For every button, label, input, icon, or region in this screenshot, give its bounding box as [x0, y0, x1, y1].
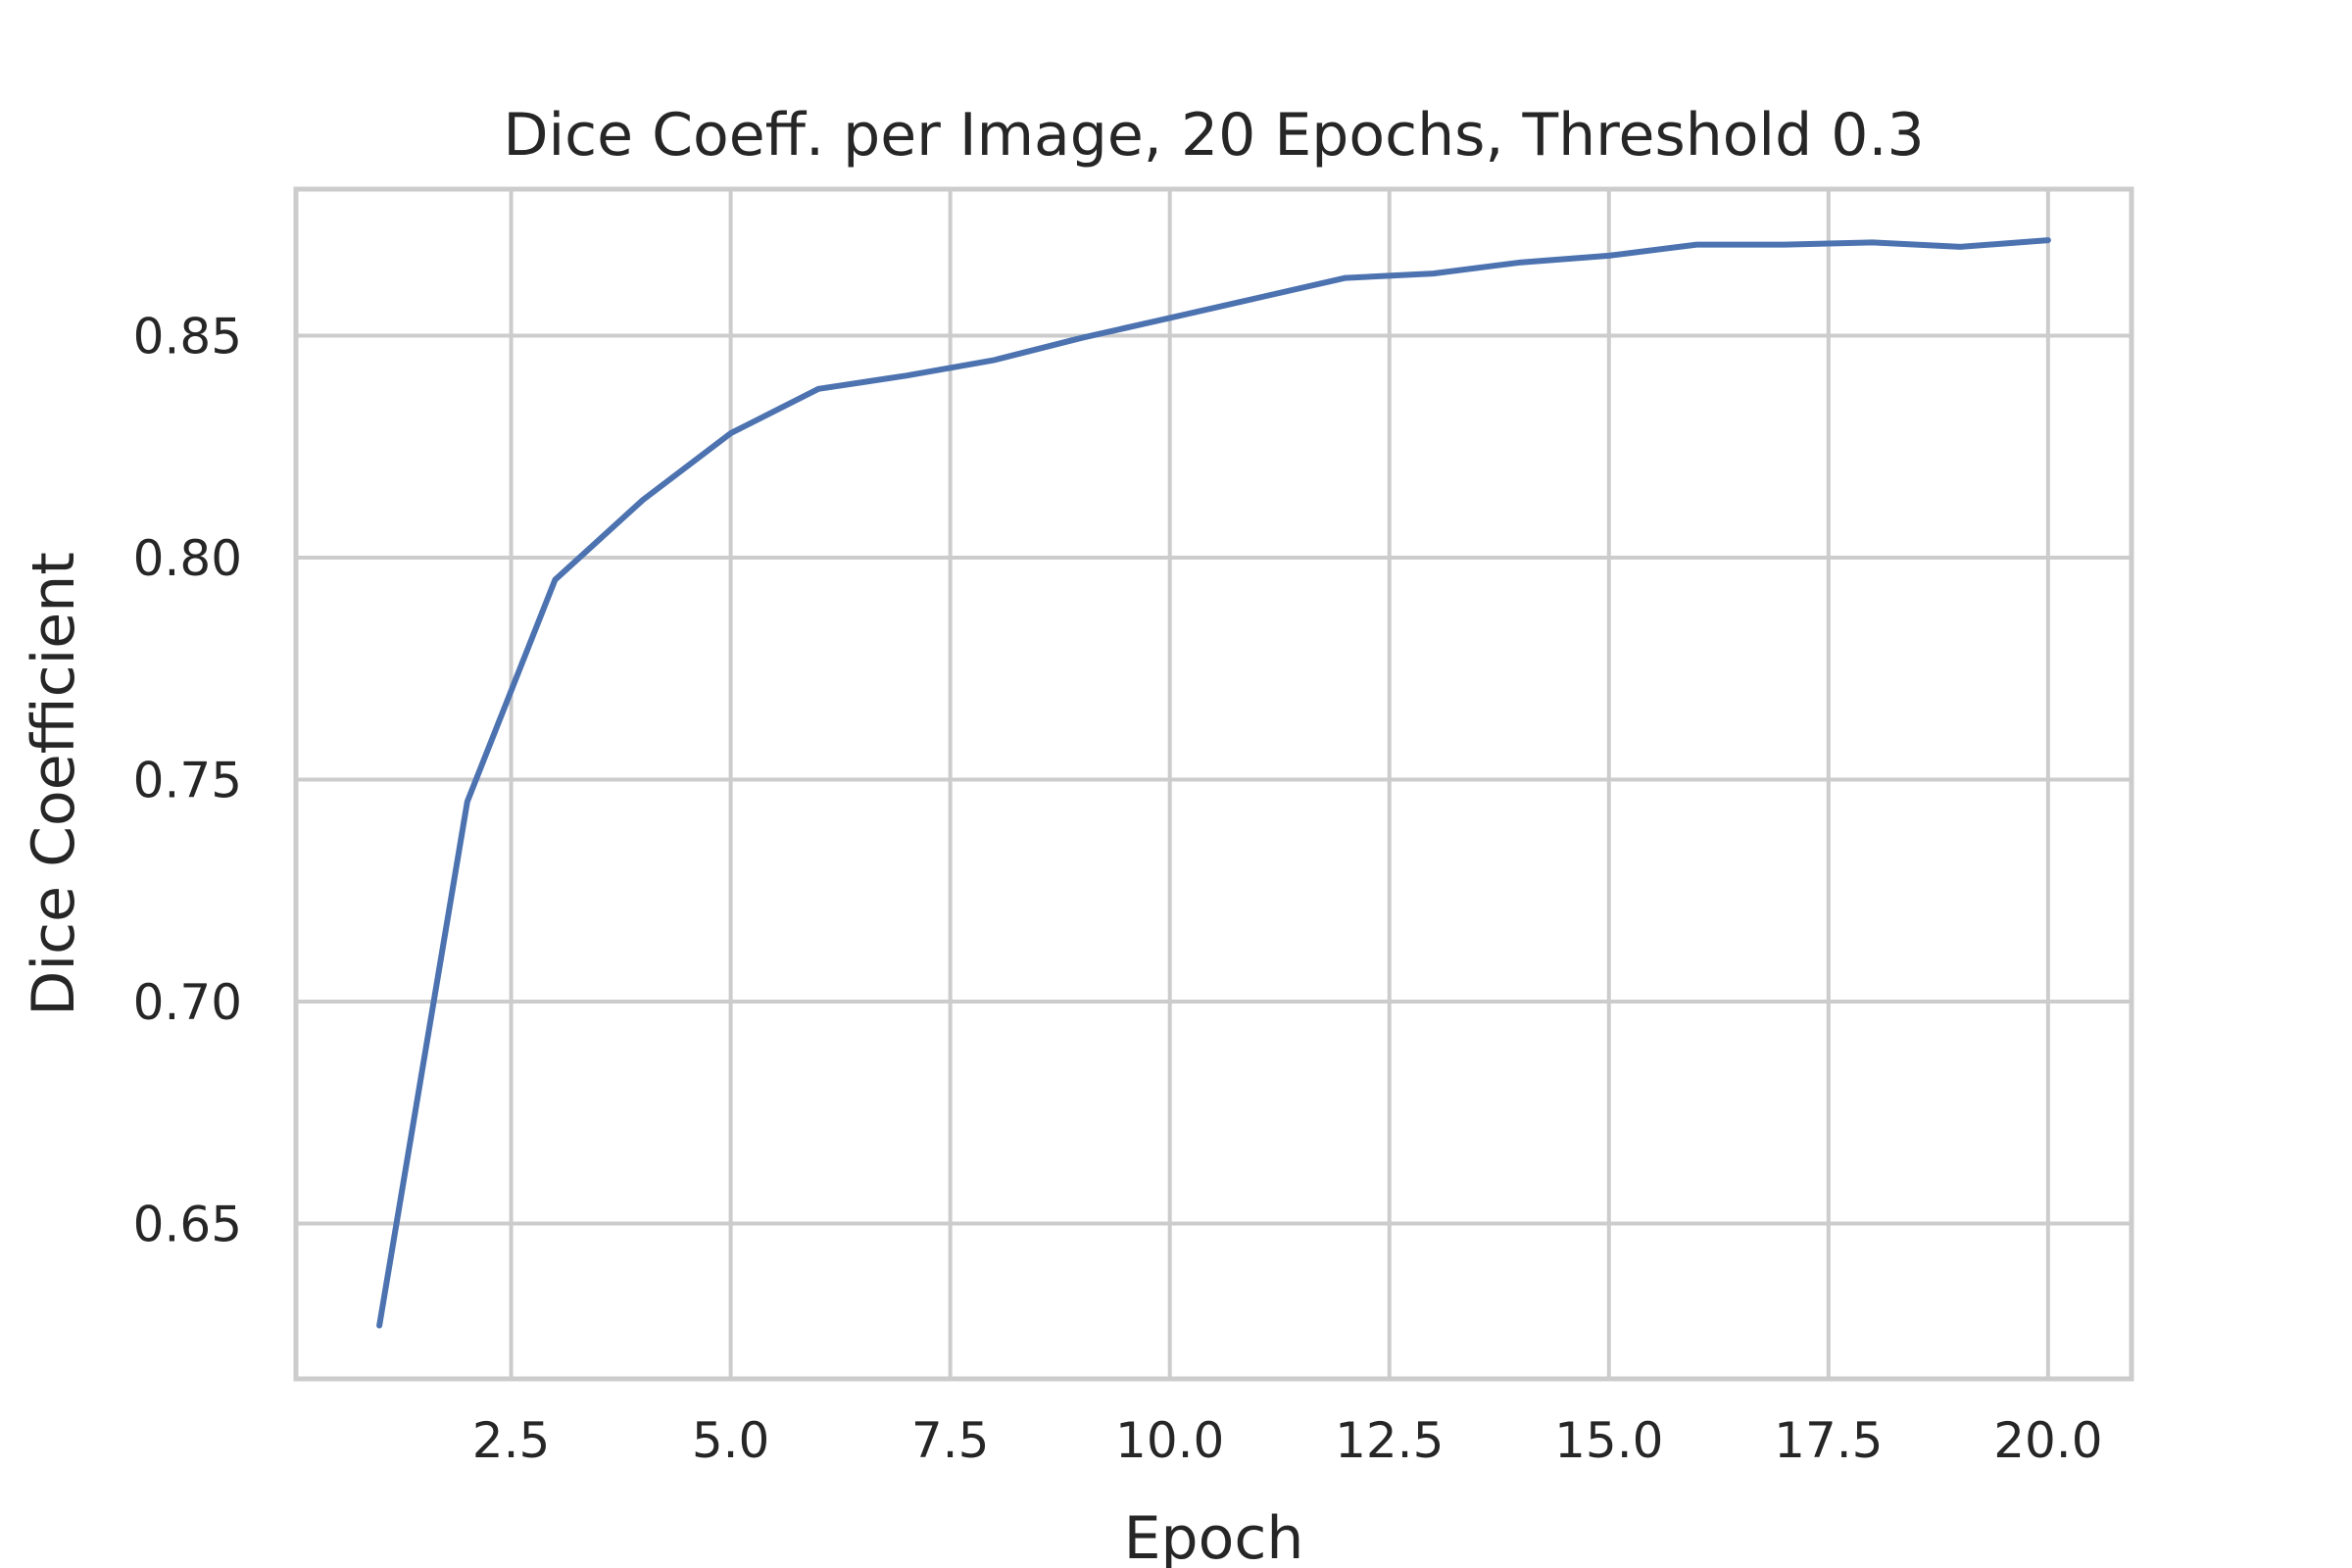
- x-tick-label: 7.5: [911, 1412, 990, 1469]
- series-line: [376, 237, 2051, 1329]
- x-tick-label: 10.0: [1115, 1412, 1224, 1469]
- y-tick-labels: 0.65 0.70 0.75 0.80 0.85: [133, 308, 242, 1252]
- x-tick-label: 15.0: [1554, 1412, 1663, 1469]
- y-tick-label: 0.85: [133, 308, 242, 365]
- series-layer: [376, 237, 2051, 1329]
- y-tick-label: 0.70: [133, 974, 242, 1031]
- x-tick-label: 20.0: [1993, 1412, 2102, 1469]
- chart-title: Dice Coeff. per Image, 20 Epochs, Thresh…: [503, 101, 1924, 170]
- y-axis-label: Dice Coefficient: [20, 552, 88, 1016]
- plot-frame: [293, 186, 2134, 1382]
- x-tick-labels: 2.5 5.0 7.5 10.0 12.5 15.0 17.5 20.0: [472, 1412, 2103, 1469]
- y-tick-label: 0.65: [133, 1196, 242, 1252]
- x-tick-label: 17.5: [1774, 1412, 1883, 1469]
- x-tick-label: 5.0: [692, 1412, 770, 1469]
- x-grid: [509, 189, 2050, 1379]
- x-tick-label: 2.5: [472, 1412, 551, 1469]
- y-grid: [296, 333, 2132, 1226]
- x-tick-label: 12.5: [1335, 1412, 1444, 1469]
- y-tick-label: 0.80: [133, 530, 242, 587]
- x-axis-label: Epoch: [1124, 1504, 1304, 1568]
- y-tick-label: 0.75: [133, 752, 242, 808]
